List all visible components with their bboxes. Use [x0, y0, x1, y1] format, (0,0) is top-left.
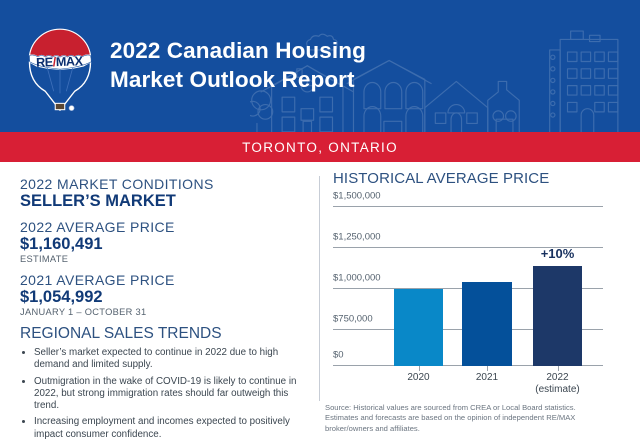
svg-text:RE/MAX: RE/MAX	[36, 54, 84, 70]
